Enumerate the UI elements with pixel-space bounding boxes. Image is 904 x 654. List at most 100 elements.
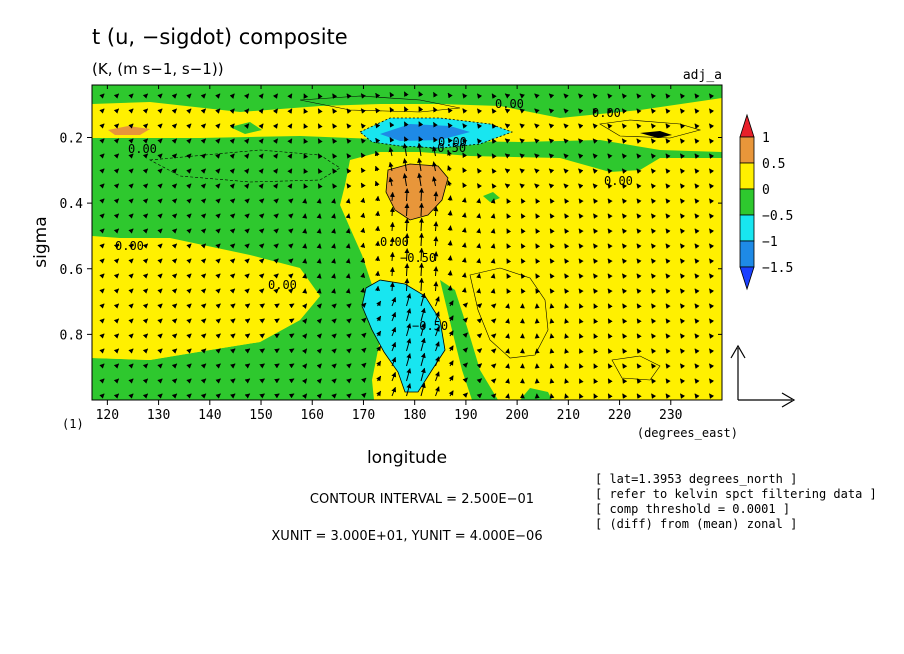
wind-vector bbox=[375, 137, 381, 144]
wind-vector bbox=[548, 108, 555, 114]
wind-vector bbox=[433, 206, 439, 217]
wind-vector bbox=[113, 108, 120, 114]
wind-vector bbox=[215, 333, 221, 339]
wind-vector bbox=[621, 228, 628, 234]
wind-vector bbox=[462, 182, 468, 189]
wind-vector bbox=[360, 123, 366, 129]
wind-vector bbox=[331, 243, 336, 249]
colorbar-label: 0.5 bbox=[762, 157, 785, 172]
wind-vector bbox=[230, 378, 236, 384]
wind-vector bbox=[490, 333, 497, 339]
wind-vector bbox=[448, 390, 454, 397]
wind-vector bbox=[548, 183, 555, 189]
wind-vector bbox=[548, 93, 555, 99]
wind-vector bbox=[259, 303, 265, 309]
wind-vector bbox=[317, 108, 323, 114]
wind-vector bbox=[273, 288, 279, 294]
wind-vector bbox=[230, 363, 236, 369]
wind-vector bbox=[490, 198, 496, 204]
wind-vector bbox=[592, 93, 598, 99]
wind-vector bbox=[186, 93, 192, 99]
wind-vector bbox=[376, 300, 382, 307]
wind-vector bbox=[549, 333, 555, 339]
x-tick-label: 130 bbox=[147, 408, 170, 423]
x-axis-units: (degrees_east) bbox=[637, 426, 738, 440]
wind-vector bbox=[230, 348, 236, 354]
note-latitude: [ lat=1.3953 degrees_north ] bbox=[595, 472, 797, 486]
wind-vector bbox=[345, 258, 351, 264]
wind-vector bbox=[157, 318, 163, 324]
wind-vector bbox=[244, 198, 250, 204]
wind-vector bbox=[99, 138, 105, 144]
wind-vector bbox=[142, 198, 149, 204]
wind-vector bbox=[708, 303, 715, 309]
wind-vector bbox=[535, 198, 541, 204]
wind-vector bbox=[186, 138, 192, 144]
wind-vector bbox=[331, 288, 336, 294]
wind-vector bbox=[317, 138, 323, 144]
wind-vector bbox=[650, 108, 657, 114]
wind-vector bbox=[520, 243, 526, 249]
wind-vector bbox=[490, 318, 497, 324]
wind-vector bbox=[99, 243, 105, 249]
wind-vector bbox=[563, 93, 569, 99]
note-filter: [ refer to kelvin spct filtering data ] bbox=[595, 487, 877, 501]
wind-vector bbox=[157, 378, 163, 384]
wind-vector bbox=[491, 168, 497, 174]
wind-vector bbox=[578, 123, 584, 129]
wind-vector bbox=[331, 303, 337, 309]
wind-vector bbox=[244, 183, 250, 189]
wind-vector bbox=[636, 393, 642, 399]
wind-vector bbox=[564, 243, 570, 249]
wind-vector bbox=[592, 183, 598, 189]
wind-vector bbox=[476, 348, 483, 354]
wind-vector bbox=[244, 138, 250, 144]
wind-vector bbox=[244, 243, 250, 249]
wind-vector bbox=[229, 93, 235, 99]
wind-vector bbox=[200, 168, 206, 174]
wind-vector bbox=[244, 168, 250, 174]
wind-vector bbox=[535, 273, 541, 279]
wind-vector bbox=[435, 356, 440, 367]
wind-vector bbox=[128, 168, 134, 174]
wind-vector bbox=[186, 108, 192, 114]
y-tick-label: 0.2 bbox=[60, 132, 83, 147]
wind-vector bbox=[549, 243, 555, 249]
wind-vector bbox=[361, 362, 367, 369]
contour-label: −0.50 bbox=[430, 141, 466, 155]
wind-vector bbox=[579, 318, 584, 324]
wind-vector bbox=[578, 273, 584, 279]
wind-vector bbox=[564, 273, 570, 279]
wind-vector bbox=[287, 243, 294, 249]
wind-vector bbox=[244, 108, 250, 114]
wind-vector bbox=[404, 263, 410, 277]
wind-vector bbox=[244, 378, 251, 384]
wind-vector bbox=[215, 288, 221, 294]
wind-vector bbox=[694, 258, 700, 264]
wind-vector bbox=[215, 243, 221, 249]
wind-vector bbox=[433, 191, 439, 202]
wind-vector bbox=[128, 138, 134, 144]
wind-vector bbox=[403, 91, 409, 97]
wind-vector bbox=[593, 303, 599, 309]
wind-vector bbox=[462, 108, 468, 114]
wind-vector bbox=[433, 251, 439, 262]
wind-vector bbox=[113, 183, 120, 189]
wind-vector bbox=[636, 108, 642, 114]
wind-vector bbox=[476, 288, 482, 294]
wind-vector bbox=[244, 393, 251, 399]
wind-vector bbox=[274, 303, 280, 309]
wind-vector bbox=[418, 136, 424, 142]
wind-vector bbox=[694, 243, 700, 249]
wind-vector bbox=[549, 198, 555, 204]
contour-label: −0.50 bbox=[412, 319, 448, 333]
wind-vector bbox=[273, 273, 279, 279]
wind-vector bbox=[244, 153, 250, 159]
wind-vector bbox=[200, 333, 207, 339]
wind-vector bbox=[578, 258, 584, 264]
wind-vector bbox=[287, 138, 293, 144]
wind-vector bbox=[142, 228, 149, 234]
wind-vector bbox=[651, 348, 657, 354]
wind-vector bbox=[186, 288, 192, 294]
